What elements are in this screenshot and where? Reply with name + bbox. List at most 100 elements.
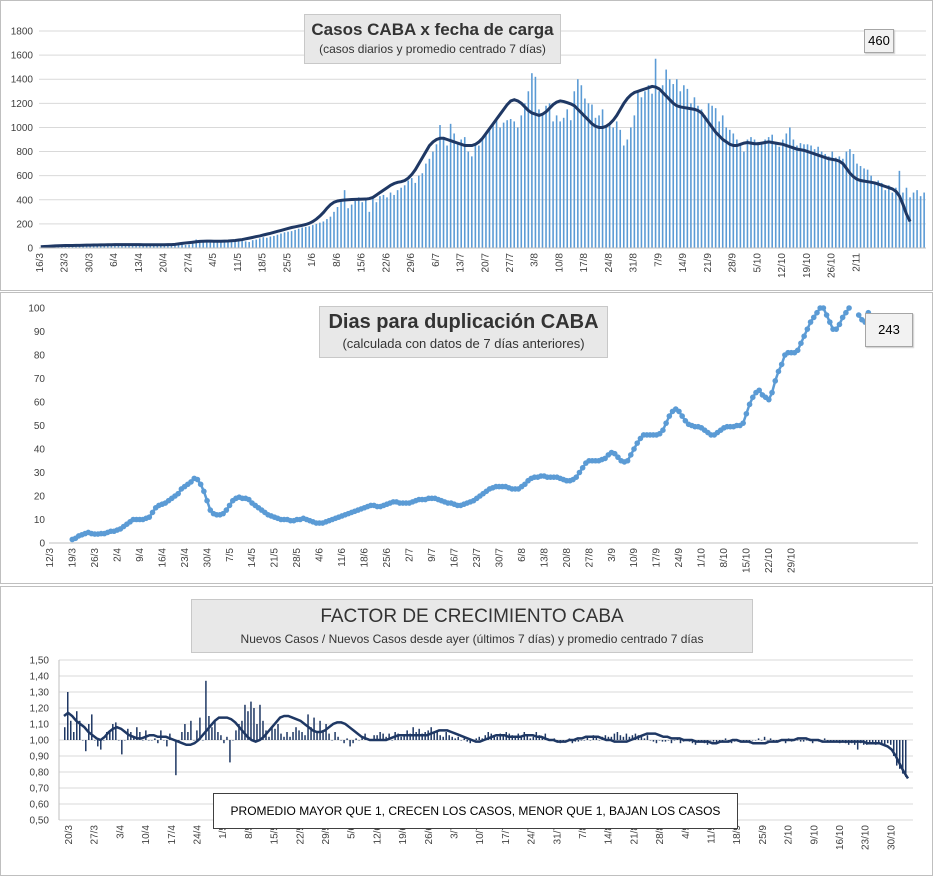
bar [205,241,208,248]
y-tick-label: 80 [34,351,46,362]
x-tick-label: 24/7 [527,825,538,845]
data-point [666,413,673,419]
bar [188,244,190,248]
x-tick-label: 21/8 [629,825,640,845]
bar [135,244,137,248]
y-tick-label: 1,50 [30,656,50,667]
bar [196,730,198,740]
bar [145,730,147,740]
bar [640,736,643,740]
bar [266,237,268,248]
bar [474,144,477,248]
bar [516,127,519,248]
bar [598,115,600,248]
bar [802,740,805,742]
bar [152,245,155,248]
bar [757,141,759,248]
bar [746,139,749,248]
bar [856,740,859,750]
bar [902,192,904,248]
x-tick-label: 12/10 [777,253,788,278]
bar [124,740,126,741]
bar [649,740,652,741]
bar [181,732,183,740]
x-tick-label: 17/8 [579,253,590,273]
data-point [807,319,814,325]
bar [388,733,390,740]
bar [647,85,650,248]
bar [484,735,486,740]
x-tick-label: 27/7 [505,253,516,273]
bar [322,730,324,740]
x-tick-label: 2/7 [405,548,416,562]
bar [379,196,381,248]
x-tick-label: 25/9 [758,825,769,845]
x-tick-label: 31/7 [552,825,563,845]
bar [718,121,720,248]
bar [148,740,150,741]
bar [823,738,826,740]
bar [750,137,752,248]
bar [760,144,763,248]
y-tick-label: 0,90 [30,752,50,763]
bar [796,740,799,741]
bar [665,69,667,248]
bar [704,115,706,248]
bar [220,240,222,248]
bar [904,740,907,777]
x-tick-label: 22/10 [764,548,775,573]
bar [403,735,405,740]
bar [580,85,583,248]
bar [527,91,530,249]
bar [294,229,296,248]
bar [895,187,897,248]
bar [502,122,505,248]
bar [347,208,349,248]
x-tick-label: 17/7 [501,825,512,845]
data-point [573,474,580,480]
data-point [663,420,669,426]
bar [262,237,265,248]
data-point [820,305,827,311]
bar [502,735,505,740]
bar [255,239,258,248]
bar [226,736,228,740]
bar [319,720,321,740]
bar [136,727,138,740]
x-tick-label: 25/5 [282,253,293,273]
x-tick-label: 16/7 [449,548,460,568]
x-tick-label: 23/3 [60,253,71,273]
bar [133,736,135,740]
bar [586,736,589,740]
bar [112,724,114,740]
bar [591,104,593,249]
x-tick-label: 30/7 [494,548,505,568]
bar [769,738,772,740]
bar [364,733,366,740]
bar [607,736,610,740]
bar [177,244,180,248]
bar [311,225,314,248]
bar [142,740,144,741]
bar [229,740,231,763]
bar [361,736,363,740]
bar [163,244,166,248]
bar [799,143,802,248]
chart-panel-factor: 0,50 0,60 0,70 0,80 0,90 1,00 1,10 1,20 1,30 1,40… [0,586,933,876]
bar [877,180,879,248]
bar [541,115,544,248]
x-tick-label: 21/9 [703,253,714,273]
y-tick-label: 10 [34,515,46,526]
bar [336,207,339,248]
bar [251,240,254,248]
bar [322,221,325,248]
bar [845,151,848,248]
data-point [634,440,641,446]
bar [577,740,580,742]
bar [131,244,134,248]
bar [382,733,384,740]
bar [767,137,770,248]
bar [230,240,233,248]
bar [714,108,717,249]
chart-title-box: Dias para duplicación CABA (calculada co… [319,306,608,358]
